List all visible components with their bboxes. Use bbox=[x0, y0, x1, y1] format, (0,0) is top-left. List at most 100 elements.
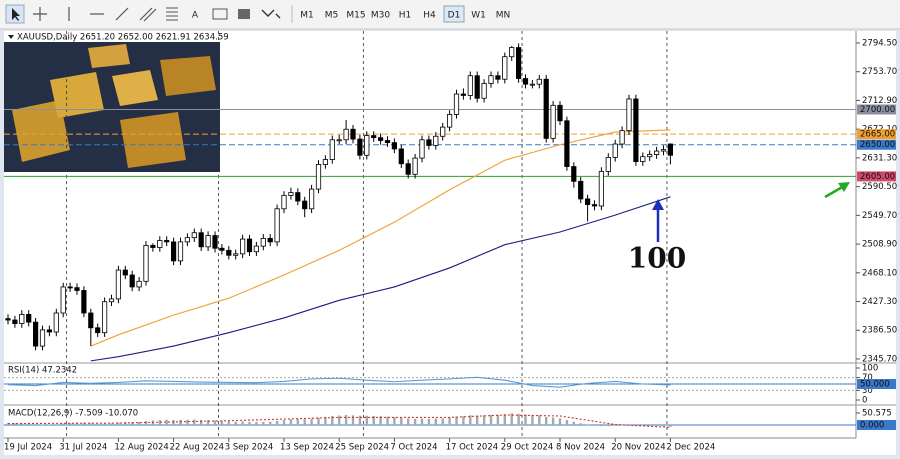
macd-bar bbox=[462, 416, 465, 425]
period-button[interactable]: M1 bbox=[300, 11, 314, 21]
y-tick-label: 2508.90 bbox=[862, 240, 897, 250]
candle-body bbox=[205, 235, 211, 248]
macd-bar bbox=[469, 415, 472, 425]
arrowhead bbox=[838, 182, 850, 192]
period-button[interactable]: MN bbox=[496, 11, 511, 21]
macd-bar bbox=[186, 419, 189, 425]
candle-body bbox=[357, 138, 363, 156]
level-label: 50.000 bbox=[860, 380, 890, 390]
candle-body bbox=[343, 128, 349, 141]
arrows-tool[interactable] bbox=[261, 9, 281, 19]
crosshair-tool[interactable] bbox=[33, 7, 47, 21]
fibo-tool[interactable] bbox=[166, 7, 178, 21]
channel-tool[interactable] bbox=[139, 7, 157, 22]
y-tick-label: 2468.10 bbox=[862, 268, 897, 278]
candle-body bbox=[219, 247, 225, 251]
period-button[interactable]: M5 bbox=[325, 11, 339, 21]
macd-bar bbox=[165, 419, 168, 425]
candle-body bbox=[371, 135, 377, 139]
gold-bar bbox=[88, 44, 130, 68]
candle-body bbox=[5, 318, 11, 321]
plot-layer: 2794.502753.702712.902672.102631.302590.… bbox=[4, 31, 897, 453]
period-button[interactable]: H1 bbox=[399, 11, 412, 21]
candle-body bbox=[612, 143, 618, 158]
macd-bar bbox=[531, 415, 534, 425]
macd-bar bbox=[269, 421, 272, 425]
macd-bar bbox=[551, 417, 555, 425]
candle-body bbox=[198, 232, 204, 248]
macd-bar bbox=[579, 423, 582, 425]
candle-body bbox=[122, 269, 128, 276]
x-tick-label: 12 Aug 2024 bbox=[114, 443, 168, 453]
candle-body bbox=[329, 139, 335, 160]
candle-body bbox=[626, 98, 632, 132]
candle-body bbox=[529, 83, 536, 86]
candle-body bbox=[315, 164, 322, 190]
x-tick-label: 29 Oct 2024 bbox=[501, 443, 554, 453]
macd-bar bbox=[275, 420, 279, 425]
macd-bar bbox=[503, 414, 506, 425]
x-tick-label: 31 Jul 2024 bbox=[59, 443, 107, 453]
gold-bar bbox=[160, 56, 216, 96]
candle-body bbox=[364, 135, 370, 156]
photo bbox=[4, 42, 220, 172]
macd-bar bbox=[586, 424, 589, 426]
macd-bar bbox=[358, 415, 362, 425]
macd-signal bbox=[7, 414, 671, 428]
symbol-menu-icon[interactable] bbox=[8, 35, 14, 39]
period-button[interactable]: M15 bbox=[346, 11, 365, 21]
x-tick-label: 8 Nov 2024 bbox=[556, 443, 605, 453]
macd-bar bbox=[517, 413, 520, 425]
macd-bar bbox=[489, 414, 493, 425]
text-tool[interactable]: A bbox=[192, 11, 199, 21]
period-button[interactable]: H4 bbox=[423, 11, 436, 21]
label-tool[interactable] bbox=[212, 8, 228, 20]
macd-bar bbox=[413, 418, 417, 425]
macd-bar bbox=[282, 420, 286, 425]
period-button[interactable]: D1 bbox=[448, 11, 461, 21]
candle-body bbox=[336, 139, 342, 142]
macd-bar bbox=[427, 418, 431, 425]
y-tick-label: 2427.30 bbox=[862, 297, 897, 307]
candle-body bbox=[33, 321, 39, 347]
candle-body bbox=[74, 287, 80, 291]
period-button[interactable]: M30 bbox=[371, 11, 390, 21]
period-button[interactable]: W1 bbox=[471, 11, 486, 21]
rsi-title: RSI(14) 47.2342 bbox=[8, 366, 77, 376]
candle-body bbox=[550, 104, 556, 139]
macd-bar bbox=[27, 423, 30, 425]
macd-bar bbox=[206, 420, 210, 425]
candle-body bbox=[191, 232, 197, 239]
macd-bar bbox=[310, 418, 313, 425]
x-tick-label: 19 Jul 2024 bbox=[4, 443, 52, 453]
y-tick-label: 50.575 bbox=[862, 408, 892, 418]
macd-bar bbox=[448, 417, 451, 425]
gold-bar bbox=[112, 70, 158, 106]
shape-tool[interactable] bbox=[238, 9, 250, 19]
candle-body bbox=[95, 327, 101, 334]
gold-bar bbox=[50, 72, 104, 118]
macd-bar bbox=[476, 415, 479, 425]
y-tick-label: 30 bbox=[862, 386, 873, 396]
cursor-icon bbox=[12, 8, 20, 21]
macd-bar bbox=[524, 414, 527, 425]
candle-body bbox=[212, 235, 218, 249]
candle-body bbox=[536, 78, 542, 85]
macd-bar bbox=[289, 419, 293, 425]
candle-body bbox=[308, 188, 315, 210]
y-tick-label: 2753.70 bbox=[862, 67, 897, 77]
macd-bar bbox=[565, 420, 569, 425]
candle-body bbox=[405, 163, 411, 175]
x-tick-label: 17 Oct 2024 bbox=[446, 443, 499, 453]
level-label-box bbox=[857, 104, 896, 115]
macd-bar bbox=[662, 424, 665, 427]
candle-body bbox=[509, 47, 515, 58]
x-tick-label: 25 Sep 2024 bbox=[335, 443, 389, 453]
macd-bar bbox=[351, 415, 355, 425]
y-tick-label: 2590.50 bbox=[862, 182, 897, 192]
macd-bar bbox=[6, 423, 10, 425]
candle-body bbox=[67, 286, 73, 289]
macd-bar bbox=[55, 424, 58, 425]
trendline-tool[interactable] bbox=[115, 7, 129, 21]
macd-bar bbox=[200, 420, 203, 425]
